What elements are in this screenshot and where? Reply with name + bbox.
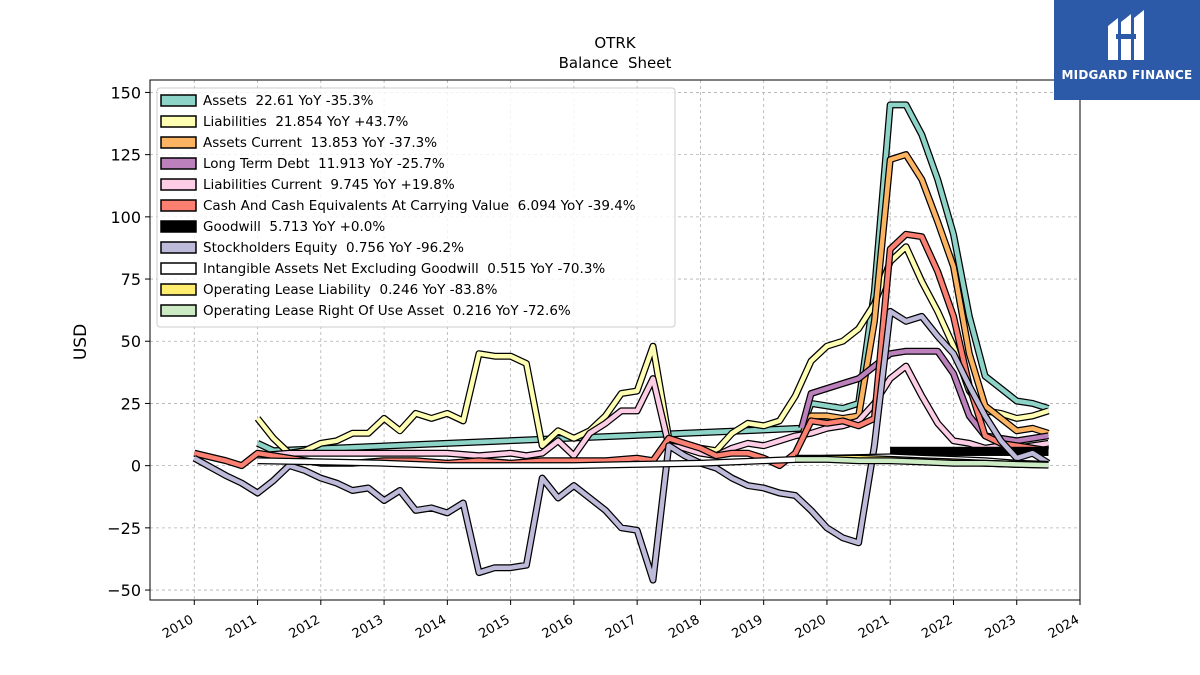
x-tick-label: 2014: [413, 612, 449, 642]
legend-item: Liabilities 21.854 YoY +43.7%: [160, 114, 408, 130]
legend-swatch: [160, 178, 197, 191]
legend-swatch: [160, 94, 197, 107]
legend-item: Assets 22.61 YoY -35.3%: [160, 93, 374, 109]
y-tick-label: 50: [121, 332, 141, 351]
legend-swatch: [160, 115, 197, 128]
legend-swatch: [160, 157, 197, 170]
legend-label: Assets Current 13.853 YoY -37.3%: [203, 135, 437, 151]
legend-item: Goodwill 5.713 YoY +0.0%: [160, 219, 385, 235]
legend-label: Goodwill 5.713 YoY +0.0%: [203, 219, 385, 235]
series-3-stroke: [799, 348, 1049, 444]
brand-name: MIDGARD FINANCE: [1061, 68, 1193, 82]
legend-item: Stockholders Equity 0.756 YoY -96.2%: [160, 240, 464, 256]
legend-swatch: [160, 262, 197, 275]
legend-label: Operating Lease Liability 0.246 YoY -83.…: [203, 282, 498, 298]
x-tick-label: 2016: [540, 612, 576, 642]
series-10-line: [795, 455, 1049, 469]
plot-frame: [149, 79, 1081, 601]
x-tick-label: 2023: [983, 612, 1019, 642]
legend-swatch: [160, 220, 197, 233]
legend-label: Liabilities 21.854 YoY +43.7%: [203, 114, 408, 130]
y-tick-label: −50: [107, 581, 141, 600]
series-7-stroke: [193, 309, 1050, 583]
legend-swatch: [160, 241, 197, 254]
series-1-line: [254, 243, 1050, 457]
legend-label: Stockholders Equity 0.756 YoY -96.2%: [203, 240, 464, 256]
chart-subtitle: Balance Sheet: [559, 54, 672, 72]
series-2-line: [798, 151, 1050, 438]
y-tick-label: 100: [110, 208, 141, 227]
x-tick-label: 2013: [350, 612, 386, 642]
legend-item: Cash And Cash Equivalents At Carrying Va…: [160, 198, 636, 214]
legend-item: Operating Lease Right Of Use Asset 0.216…: [160, 303, 571, 319]
legend-label: Intangible Assets Net Excluding Goodwill…: [203, 261, 605, 277]
y-tick-label: 75: [121, 270, 141, 289]
legend-label: Liabilities Current 9.745 YoY +19.8%: [203, 177, 455, 193]
series-2-stroke: [799, 152, 1050, 437]
legend-swatch: [160, 199, 197, 212]
y-axis-label: USD: [71, 324, 91, 360]
legend-item: Intangible Assets Net Excluding Goodwill…: [160, 261, 605, 277]
series-4-stroke: [257, 363, 1049, 458]
y-tick-label: 0: [131, 457, 141, 476]
x-tick-label: 2020: [793, 612, 829, 642]
legend-label: Cash And Cash Equivalents At Carrying Va…: [203, 198, 636, 214]
legend: Assets 22.61 YoY -35.3% Liabilities 21.85…: [156, 87, 676, 328]
x-tick-label: 2021: [856, 612, 892, 642]
legend-label: Assets 22.61 YoY -35.3%: [203, 93, 374, 109]
x-tick-label: 2022: [919, 612, 955, 642]
y-tick-label: 150: [110, 83, 141, 102]
x-tick-label: 2018: [666, 612, 702, 642]
brand-logo: MIDGARD FINANCE: [1054, 0, 1200, 100]
series-1-stroke: [255, 244, 1050, 456]
series-10-stroke: [795, 457, 1049, 468]
x-tick-label: 2019: [730, 612, 766, 642]
x-tick-label: 2017: [603, 612, 639, 642]
legend-item: Liabilities Current 9.745 YoY +19.8%: [160, 177, 455, 193]
brand-logo-mark: [1108, 10, 1144, 60]
series-3-line: [798, 347, 1049, 445]
y-tick-label: −25: [107, 519, 141, 538]
legend-swatch: [160, 283, 197, 296]
x-tick-label: 2024: [1046, 612, 1082, 642]
y-tick-label: 25: [121, 394, 141, 413]
x-tick-label: 2012: [287, 612, 323, 642]
legend-item: Long Term Debt 11.913 YoY -25.7%: [160, 156, 445, 172]
legend-item: Assets Current 13.853 YoY -37.3%: [160, 135, 437, 151]
chart-title: OTRK: [594, 34, 636, 52]
x-tick-label: 2011: [223, 612, 259, 642]
series-7-line: [192, 307, 1051, 584]
legend-label: Operating Lease Right Of Use Asset 0.216…: [203, 303, 571, 319]
legend-swatch: [160, 136, 197, 149]
legend-item: Operating Lease Liability 0.246 YoY -83.…: [160, 282, 498, 298]
series-lines: [192, 101, 1051, 584]
legend-label: Long Term Debt 11.913 YoY -25.7%: [203, 156, 445, 172]
x-tick-label: 2015: [476, 612, 512, 642]
legend-frame: [156, 87, 676, 328]
x-tick-label: 2010: [160, 612, 196, 642]
y-tick-label: 125: [110, 146, 141, 165]
legend-swatch: [160, 304, 197, 317]
series-4-line: [257, 362, 1049, 460]
